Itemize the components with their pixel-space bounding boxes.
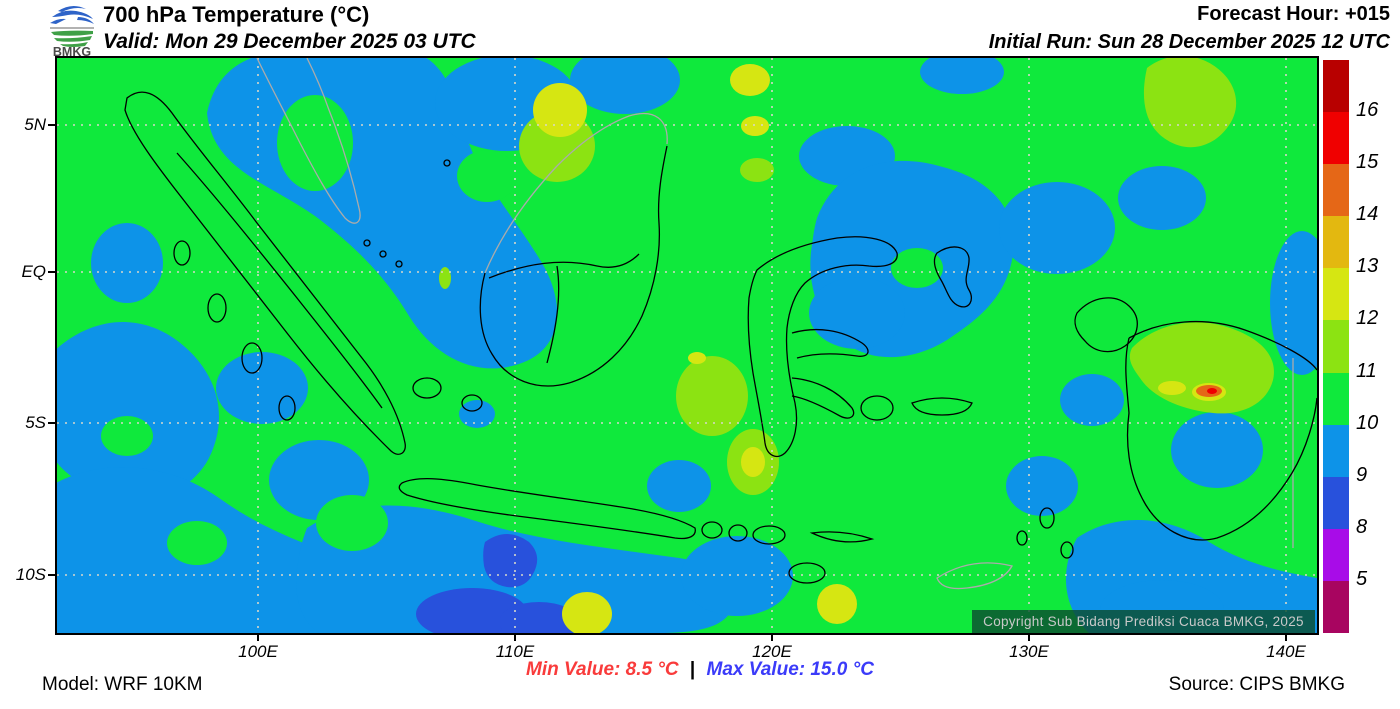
lon-label-100e: 100E [238,642,278,661]
lat-tick [48,574,56,576]
lat-tick [48,271,56,273]
lon-tick [514,633,516,641]
colorbar-labels: 16 15 14 13 12 11 10 9 8 5 [1356,60,1400,633]
lat-label-5n: 5N [24,115,46,134]
colorbar-tick-label: 5 [1356,567,1368,590]
lon-tick [771,633,773,641]
lat-label-10s: 10S [15,565,46,584]
source-label: Source: CIPS BMKG [1168,674,1345,695]
colorbar-tick-label: 11 [1356,359,1377,382]
valid-time-label: Valid: Mon 29 December 2025 03 UTC [103,30,476,53]
temperature-contour-map [57,58,1317,633]
colorbar-tick-label: 14 [1356,203,1379,226]
colorbar-segment [1323,216,1349,269]
bmkg-logo-icon: BMKG [50,5,94,57]
lat-tick [48,124,56,126]
colorbar-segment [1323,164,1349,217]
lat-label-5s: 5S [25,413,46,432]
colorbar-tick-label: 12 [1356,307,1379,330]
colorbar-tick-label: 8 [1356,515,1368,538]
graticule-grid [57,58,1317,633]
colorbar [1323,60,1349,634]
colorbar-segment [1323,372,1349,425]
min-value-label: Min Value: 8.5 °C [526,659,679,680]
minmax-separator: | [689,659,696,680]
max-value-label: Max Value: 15.0 °C [706,659,874,680]
colorbar-segment [1323,528,1349,581]
colorbar-tick-label: 15 [1356,151,1379,174]
colorbar-tick-label: 16 [1356,99,1379,122]
lat-label-eq: EQ [21,262,46,281]
colorbar-segment [1323,320,1349,373]
colorbar-tick-label: 9 [1356,463,1368,486]
lon-label-120e: 120E [752,642,792,661]
map-canvas: Copyright Sub Bidang Prediksi Cuaca BMKG… [55,56,1319,635]
colorbar-segment [1323,580,1349,634]
foreign-coastlines [256,58,1294,590]
colorbar-segment [1323,476,1349,529]
lon-label-140e: 140E [1266,642,1306,661]
lon-label-110e: 110E [495,642,535,661]
minmax-values: Min Value: 8.5 °C | Max Value: 15.0 °C [420,659,980,681]
colorbar-segment [1323,112,1349,165]
lon-label-130e: 130E [1009,642,1049,661]
lon-tick [1285,633,1287,641]
copyright-watermark: Copyright Sub Bidang Prediksi Cuaca BMKG… [972,610,1315,633]
forecast-hour-label: Forecast Hour: +015 [1197,3,1390,25]
initial-run-label: Initial Run: Sun 28 December 2025 12 UTC [988,31,1390,53]
colorbar-segment [1323,268,1349,321]
lat-tick [48,422,56,424]
colorbar-segment [1323,424,1349,477]
indonesia-coastlines [124,91,1317,584]
lon-tick [1028,633,1030,641]
page-title: 700 hPa Temperature (°C) [103,2,370,27]
colorbar-tick-label: 13 [1356,255,1379,278]
colorbar-segment [1323,60,1349,113]
bmkg-logo-text: BMKG [53,45,91,57]
model-label: Model: WRF 10KM [42,674,203,695]
colorbar-tick-label: 10 [1356,411,1379,434]
lon-tick [257,633,259,641]
